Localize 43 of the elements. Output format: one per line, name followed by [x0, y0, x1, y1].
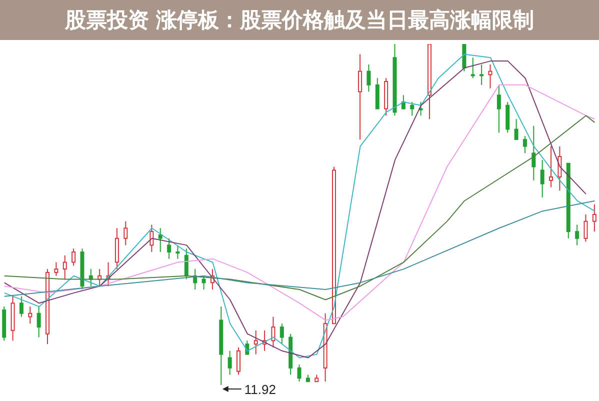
candlestick	[558, 146, 562, 192]
candlestick	[522, 136, 527, 154]
candlestick	[202, 275, 206, 290]
candlestick	[514, 118, 518, 140]
candlestick	[236, 346, 240, 376]
candlestick	[575, 224, 580, 246]
candlestick	[366, 64, 371, 92]
candlestick	[62, 254, 67, 280]
candlestick	[584, 214, 588, 242]
candlestick	[496, 84, 501, 134]
candlestick	[358, 54, 362, 140]
candlestick	[72, 248, 76, 266]
candlestick	[375, 78, 380, 110]
candlestick	[506, 101, 510, 134]
candlestick	[470, 57, 475, 79]
candlestick	[150, 224, 154, 253]
candlestick	[254, 330, 258, 355]
candlestick	[176, 244, 180, 260]
chart-title: 股票投资 涨停板：股票价格触及当日最高涨幅限制	[0, 0, 599, 40]
candlestick	[167, 238, 172, 260]
candlestick	[418, 101, 423, 116]
candlestick	[19, 296, 24, 318]
candlestick	[184, 248, 188, 280]
candlestick	[280, 323, 284, 345]
annotation: 11.92	[244, 382, 276, 397]
candlestick	[228, 350, 232, 376]
candlestick	[592, 204, 596, 232]
candlestick	[488, 64, 492, 89]
candlestick	[462, 44, 466, 72]
candlestick	[124, 220, 128, 246]
candlestick	[54, 262, 58, 276]
candlestick	[549, 146, 554, 188]
candlestick	[28, 306, 32, 324]
candlestick	[532, 125, 536, 181]
candlestick	[36, 306, 41, 338]
candlestick	[410, 101, 414, 116]
candlestick	[297, 364, 302, 382]
candlestick	[480, 64, 484, 86]
candlestick	[271, 316, 276, 348]
candlestick	[158, 228, 162, 253]
candlestick	[540, 159, 544, 198]
candlestick	[114, 228, 119, 270]
candlestick	[401, 94, 406, 110]
